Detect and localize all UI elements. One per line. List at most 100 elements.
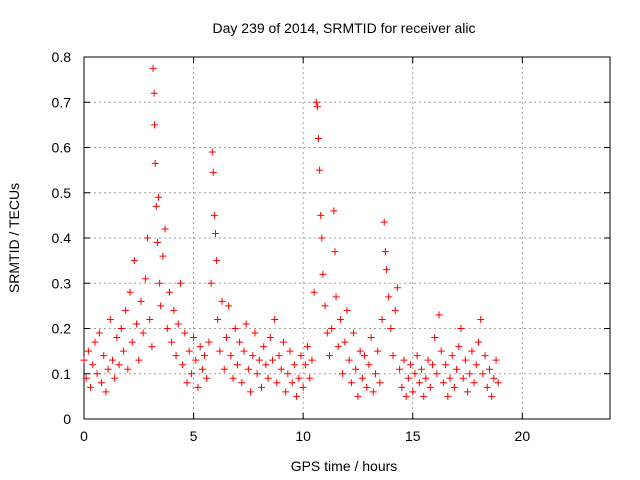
data-point [194, 383, 202, 391]
data-point [98, 379, 106, 387]
data-point [271, 315, 279, 323]
data-point [295, 374, 303, 382]
x-tick-label: 5 [190, 428, 198, 444]
data-point [153, 239, 161, 247]
data-point [255, 356, 263, 364]
y-tick-label: 0.6 [52, 140, 72, 156]
data-point [183, 379, 191, 387]
data-point [135, 356, 143, 364]
chart-title: Day 239 of 2014, SRMTID for receiver ali… [213, 20, 476, 36]
data-point [448, 352, 456, 360]
data-point [91, 338, 99, 346]
data-point [442, 361, 450, 369]
data-point [435, 311, 443, 319]
data-point [176, 279, 184, 287]
data-point [141, 275, 149, 283]
data-point [151, 121, 159, 129]
data-point [108, 356, 116, 364]
data-point [205, 338, 213, 346]
data-point [174, 320, 182, 328]
data-point [411, 370, 419, 378]
data-point [227, 352, 235, 360]
data-point [208, 148, 216, 156]
data-point [80, 356, 88, 364]
data-point [95, 329, 103, 337]
data-point [119, 347, 127, 355]
data-point [350, 329, 358, 337]
data-point [168, 338, 176, 346]
data-point [470, 379, 478, 387]
y-tick-label: 0.3 [52, 275, 72, 291]
data-point [365, 361, 373, 369]
data-point [313, 103, 321, 111]
data-point [361, 352, 369, 360]
data-point [483, 383, 491, 391]
data-point [144, 234, 152, 242]
data-point [156, 279, 164, 287]
data-point [312, 98, 320, 106]
data-point [203, 374, 211, 382]
data-point [306, 374, 314, 382]
data-point [260, 343, 268, 351]
data-point [319, 270, 327, 278]
x-tick-label: 20 [515, 428, 531, 444]
plot-frame [83, 56, 611, 420]
data-point [468, 347, 476, 355]
data-point [444, 392, 452, 400]
data-point [133, 320, 141, 328]
data-point [214, 315, 222, 323]
data-point [198, 365, 206, 373]
data-point [253, 370, 261, 378]
data-point [424, 356, 432, 364]
data-point [115, 361, 123, 369]
data-point [457, 325, 465, 332]
data-point [231, 325, 239, 332]
data-point [391, 306, 399, 314]
data-point [126, 288, 134, 296]
x-tick-label: 10 [295, 428, 311, 444]
data-point [492, 356, 500, 364]
data-point [433, 370, 441, 378]
data-point [304, 343, 312, 351]
data-point [222, 334, 230, 342]
data-point [159, 252, 167, 260]
data-point [207, 279, 215, 287]
data-point [165, 288, 173, 296]
data-point [332, 293, 340, 301]
data-point [163, 325, 171, 332]
y-axis-label: SRMTID / TECUs [6, 183, 22, 293]
data-point [293, 392, 301, 400]
y-tick-label: 0.4 [52, 230, 72, 246]
data-point [334, 343, 342, 351]
data-point [111, 374, 119, 382]
data-point [190, 334, 198, 342]
data-points [80, 64, 502, 400]
data-point [453, 365, 461, 373]
data-point [310, 288, 318, 296]
data-point [330, 207, 338, 215]
data-point [371, 370, 379, 378]
data-point [240, 347, 248, 355]
data-point [374, 347, 382, 355]
data-point [148, 343, 156, 351]
x-tick-label: 15 [405, 428, 421, 444]
data-point [275, 352, 283, 360]
data-point [170, 306, 178, 314]
data-point [218, 297, 226, 305]
data-point [152, 202, 160, 210]
data-point [455, 343, 463, 351]
data-point [316, 166, 324, 174]
data-point [318, 234, 326, 242]
data-point [402, 392, 410, 400]
data-point [336, 315, 344, 323]
data-point [100, 352, 108, 360]
data-point [317, 211, 325, 219]
data-point [387, 325, 395, 332]
data-point [341, 338, 349, 346]
data-point [282, 388, 290, 396]
data-point [213, 257, 221, 265]
data-point [400, 356, 408, 364]
data-point [130, 257, 138, 265]
data-point [404, 374, 412, 382]
data-point [485, 365, 493, 373]
